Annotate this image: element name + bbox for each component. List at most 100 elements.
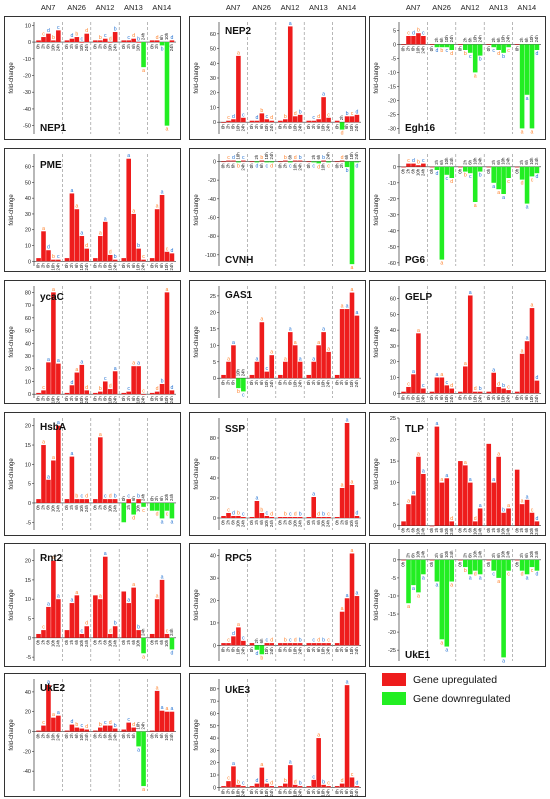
y-tick-label: -30 xyxy=(388,126,396,132)
significance-letter: d xyxy=(450,51,453,57)
timepoint-label: 6h xyxy=(287,789,292,794)
timepoint-label: 0h xyxy=(458,527,463,532)
timepoint-label: 10h xyxy=(236,152,241,160)
significance-letter: a xyxy=(99,432,102,438)
significance-letter: a xyxy=(407,604,410,610)
timepoint-label: 0h xyxy=(514,527,519,532)
panel-title: SSP xyxy=(225,424,245,435)
significance-letter: d xyxy=(356,109,359,115)
y-axis-label: fold-change xyxy=(9,326,15,358)
data-bar xyxy=(46,250,51,262)
data-bar xyxy=(136,630,141,638)
data-bar xyxy=(467,166,473,174)
data-bar xyxy=(46,362,51,395)
significance-letter: a xyxy=(166,287,169,293)
data-bar xyxy=(472,166,478,202)
data-bar xyxy=(334,161,340,163)
significance-letter: d xyxy=(521,181,524,187)
data-bar xyxy=(416,333,421,394)
data-bar xyxy=(354,315,360,379)
data-bar xyxy=(154,502,160,511)
data-bar xyxy=(93,40,98,43)
data-bar xyxy=(56,259,61,262)
y-tick-label: 10 xyxy=(25,379,31,385)
data-bar xyxy=(36,258,41,262)
timepoint-label: 6h xyxy=(496,37,501,42)
significance-letter: a xyxy=(502,195,505,201)
timepoint-label: 0h xyxy=(64,43,69,48)
data-bar xyxy=(169,502,175,519)
data-bar xyxy=(411,374,416,394)
timepoint-label: 24h xyxy=(534,35,539,43)
data-bar xyxy=(287,643,293,646)
data-bar xyxy=(524,166,530,204)
timepoint-label: 24h xyxy=(297,124,302,132)
data-bar xyxy=(496,559,501,578)
significance-letter: c xyxy=(42,720,45,726)
timepoint-label: 10h xyxy=(292,163,297,171)
timepoint-label: 0h xyxy=(221,647,226,652)
timepoint-label: 6h xyxy=(344,519,349,524)
y-tick-label: 0 xyxy=(393,391,396,397)
timepoint-label: 24h xyxy=(240,124,245,132)
panel-title: NEP1 xyxy=(40,123,67,134)
significance-letter: b xyxy=(114,254,117,260)
significance-letter: a xyxy=(526,96,529,102)
timepoint-label: 24h xyxy=(326,124,331,132)
data-bar xyxy=(121,40,127,43)
significance-letter: c xyxy=(142,389,145,395)
timepoint-label: 10h xyxy=(501,157,506,165)
y-axis-label: fold-change xyxy=(374,194,380,226)
data-bar xyxy=(501,44,506,53)
y-tick-label: 5 xyxy=(28,617,31,623)
timepoint-label: 2h xyxy=(226,380,231,385)
data-bar xyxy=(141,394,146,395)
timepoint-label: 0h xyxy=(486,527,491,532)
data-bar xyxy=(529,44,535,129)
timepoint-label: 6h xyxy=(46,396,51,401)
timepoint-label: 6h xyxy=(524,527,529,532)
timepoint-label: 6h xyxy=(496,159,501,164)
panel-title: RPC5 xyxy=(225,553,252,564)
significance-letter: b xyxy=(440,48,443,54)
timepoint-label: 6h xyxy=(344,380,349,385)
significance-letter: a xyxy=(469,575,472,581)
significance-letter: a xyxy=(407,499,410,505)
significance-letter: c xyxy=(531,177,534,183)
column-group-label: AN7 xyxy=(405,3,421,12)
timepoint-label: 24h xyxy=(326,152,331,160)
timepoint-label: 10h xyxy=(416,168,421,176)
data-bar xyxy=(93,392,98,395)
significance-letter: d xyxy=(232,155,235,161)
data-bar xyxy=(506,166,511,178)
timepoint-label: 10h xyxy=(236,124,241,132)
data-bar xyxy=(74,727,80,732)
data-bar xyxy=(491,372,496,394)
significance-letter: a xyxy=(75,590,78,596)
data-bar xyxy=(121,591,127,638)
timepoint-label: 0h xyxy=(401,168,406,173)
significance-letter: d xyxy=(47,245,50,251)
data-bar xyxy=(269,161,275,163)
timepoint-label: 10h xyxy=(51,263,56,271)
data-bar xyxy=(69,38,75,43)
data-bar xyxy=(241,160,246,162)
legend-item-up: Gene upregulated xyxy=(382,672,532,687)
significance-letter: c xyxy=(312,163,315,169)
chart-svg: 0-5-10-15-20-25fold-change0h2ha6ha10ha24… xyxy=(369,543,546,667)
data-bar xyxy=(472,44,478,73)
significance-letter: a xyxy=(47,679,50,685)
y-tick-label: -80 xyxy=(208,234,216,240)
data-bar xyxy=(64,392,70,395)
significance-letter: c xyxy=(42,625,45,631)
data-bar xyxy=(51,259,56,262)
timepoint-label: 2h xyxy=(154,733,159,738)
significance-letter: b xyxy=(299,512,302,518)
timepoint-label: 6h xyxy=(46,263,51,268)
significance-letter: a xyxy=(80,359,83,365)
data-bar xyxy=(141,637,146,654)
timepoint-label: 2h xyxy=(41,263,46,268)
significance-letter: a xyxy=(161,519,164,525)
timepoint-label: 2h xyxy=(339,647,344,652)
timepoint-label: 10h xyxy=(529,395,534,403)
